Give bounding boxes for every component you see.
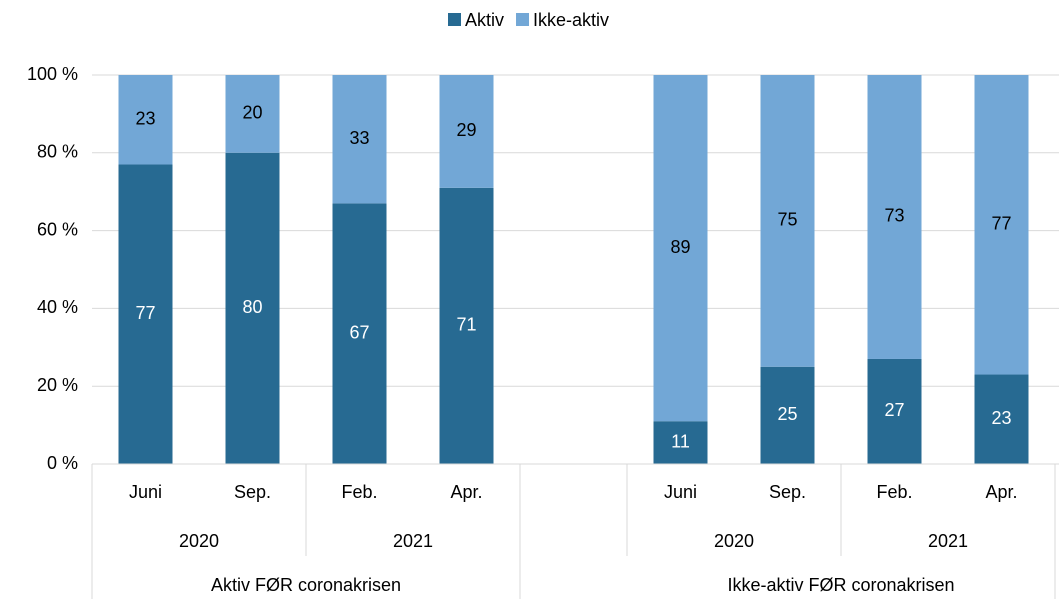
value-label: 73 bbox=[884, 206, 904, 226]
x-tick-label: Apr. bbox=[985, 482, 1017, 502]
year-label: 2020 bbox=[714, 531, 754, 551]
value-label: 67 bbox=[349, 322, 369, 342]
bar-segment bbox=[974, 374, 1029, 464]
value-label: 25 bbox=[777, 404, 797, 424]
bar-segment bbox=[439, 75, 494, 188]
bar-segment bbox=[332, 203, 387, 464]
value-label: 75 bbox=[777, 210, 797, 230]
value-label: 29 bbox=[456, 120, 476, 140]
value-label: 77 bbox=[135, 303, 155, 323]
value-label: 89 bbox=[670, 237, 690, 257]
bar-segment bbox=[225, 152, 280, 465]
y-tick-label: 80 % bbox=[37, 142, 78, 162]
bar-segment bbox=[332, 75, 387, 204]
bar-segment bbox=[225, 75, 280, 153]
y-tick-label: 20 % bbox=[37, 375, 78, 395]
bar-segment bbox=[653, 421, 708, 464]
x-tick-label: Sep. bbox=[769, 482, 806, 502]
year-label: 2021 bbox=[928, 531, 968, 551]
value-label: 33 bbox=[349, 128, 369, 148]
value-label: 71 bbox=[456, 315, 476, 335]
bar-segment bbox=[867, 75, 922, 359]
x-tick-label: Apr. bbox=[450, 482, 482, 502]
y-tick-label: 0 % bbox=[47, 453, 78, 473]
value-label: 27 bbox=[884, 400, 904, 420]
x-tick-label: Feb. bbox=[876, 482, 912, 502]
x-tick-label: Juni bbox=[664, 482, 697, 502]
y-tick-label: 40 % bbox=[37, 297, 78, 317]
x-tick-label: Feb. bbox=[341, 482, 377, 502]
value-label: 20 bbox=[242, 103, 262, 123]
bar-segment bbox=[439, 187, 494, 464]
legend-swatch bbox=[448, 13, 461, 26]
year-label: 2020 bbox=[179, 531, 219, 551]
bar-segment bbox=[118, 75, 173, 165]
value-label: 11 bbox=[671, 431, 690, 451]
bar-segment bbox=[974, 75, 1029, 375]
legend-label: Ikke-aktiv bbox=[533, 10, 609, 30]
legend-label: Aktiv bbox=[465, 10, 504, 30]
legend-swatch bbox=[516, 13, 530, 26]
bar-segment bbox=[118, 164, 173, 464]
group-label: Aktiv FØR coronakrisen bbox=[211, 575, 401, 595]
x-tick-label: Sep. bbox=[234, 482, 271, 502]
y-tick-label: 100 % bbox=[27, 64, 78, 84]
value-label: 80 bbox=[242, 297, 262, 317]
x-tick-label: Juni bbox=[129, 482, 162, 502]
bar-segment bbox=[760, 75, 815, 367]
bar-segment bbox=[760, 366, 815, 464]
value-label: 77 bbox=[991, 214, 1011, 234]
value-label: 23 bbox=[991, 408, 1011, 428]
y-tick-label: 60 % bbox=[37, 219, 78, 239]
bar-segment bbox=[653, 75, 708, 422]
value-label: 23 bbox=[135, 108, 155, 128]
year-label: 2021 bbox=[393, 531, 433, 551]
group-label: Ikke-aktiv FØR coronakrisen bbox=[727, 575, 954, 595]
bar-segment bbox=[867, 358, 922, 464]
